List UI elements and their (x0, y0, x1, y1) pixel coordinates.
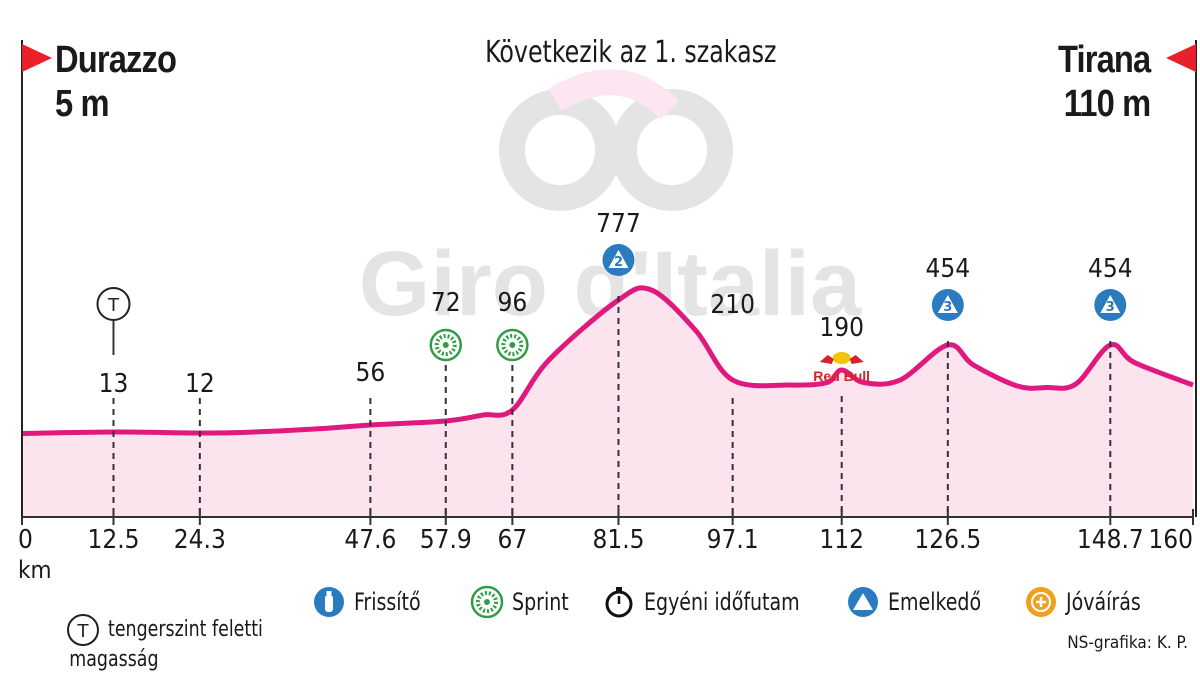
legend-label-line2: magasság (69, 647, 159, 672)
svg-text:3: 3 (1106, 300, 1115, 315)
marker-km-67: 96 (496, 288, 529, 517)
svg-text:2: 2 (614, 255, 623, 270)
legend-label-line1: tengerszint feletti (108, 617, 263, 642)
x-tick-label: 112 (819, 525, 864, 555)
x-tick-label: 12.5 (87, 525, 139, 555)
elevation-label: 454 (926, 254, 971, 284)
legend-label: Egyéni időfutam (644, 588, 800, 616)
svg-text:3: 3 (943, 300, 952, 315)
elevation-label: 454 (1088, 254, 1133, 284)
x-tick-label: 0 (18, 525, 33, 555)
x-tick-label: 24.3 (174, 525, 226, 555)
bonus-icon (1026, 587, 1056, 617)
elevation-label: 72 (431, 288, 461, 318)
altitude-t-icon: T (96, 287, 131, 321)
marker-km-112: Red Bull 190 (813, 313, 870, 517)
x-axis-unit: km (18, 556, 52, 584)
elevation-label: 190 (819, 313, 864, 343)
climb-icon (848, 587, 878, 617)
svg-text:T: T (107, 295, 120, 316)
x-tick-label: 67 (497, 525, 527, 555)
x-tick-label: 126.5 (914, 525, 981, 555)
legend-item-water: Frissítő (312, 585, 430, 619)
elevation-label: 210 (710, 290, 755, 320)
elevation-label: 13 (99, 369, 129, 399)
x-tick-label: 57.9 (420, 525, 472, 555)
stage-title: Következik az 1. szakasz (485, 35, 777, 70)
legend-label: Sprint (512, 588, 569, 616)
start-city-elevation: 5 m (55, 83, 110, 125)
x-tick-label: 160 (1148, 525, 1193, 555)
finish-city-elevation: 110 m (1063, 83, 1150, 125)
profile-line (21, 285, 1194, 436)
marker-km-57.9: 72 (429, 288, 463, 517)
marker-km-24.3: 12 (185, 369, 215, 517)
sprint-icon (470, 585, 504, 619)
start-flag (21, 40, 52, 517)
x-tick-label: 148.7 (1077, 525, 1144, 555)
elevation-label: 96 (497, 288, 527, 318)
climb-icon: 3 (931, 289, 964, 321)
legend-label: Frissítő (354, 588, 421, 616)
water-icon (314, 587, 344, 617)
climb-icon: 3 (1094, 289, 1127, 321)
legend-item-sprint: Sprint (470, 585, 576, 619)
svg-text:T: T (77, 621, 90, 642)
elevation-label: 56 (355, 358, 385, 388)
finish-city: Tirana 110 m (1057, 38, 1151, 126)
marker-km-47.6: 56 (355, 358, 385, 517)
start-city-name: Durazzo (55, 39, 177, 81)
finish-city-name: Tirana (1057, 39, 1151, 81)
redbull-icon: Red Bull (813, 352, 870, 384)
svg-text:Red Bull: Red Bull (813, 368, 870, 384)
x-tick-label: 47.6 (344, 525, 396, 555)
elevation-label: 777 (596, 209, 641, 239)
climb-icon: 2 (602, 244, 635, 276)
legend-item-climb: Emelkedő (846, 585, 994, 619)
legend-item-bonus: Jóváírás (1024, 585, 1151, 619)
legend-label: Jóváírás (1066, 588, 1141, 616)
marker-km-12.5: T 13 (96, 287, 131, 517)
elevation-label: 12 (185, 369, 215, 399)
stopwatch-icon (605, 587, 633, 618)
profile-area (22, 287, 1193, 517)
marker-km-81.5: 2 777 (596, 209, 641, 517)
legend-label: Emelkedő (888, 588, 982, 616)
marker-km-97.1: 210 (710, 290, 755, 517)
marker-km-148.7: 3 454 (1088, 254, 1133, 517)
legend-item-stopwatch: Egyéni időfutam (602, 585, 821, 619)
marker-km-126.5: 3 454 (926, 254, 971, 517)
T-icon: T (67, 614, 99, 646)
legend-label: tengerszint feletti magasság (69, 615, 263, 675)
finish-flag (1166, 40, 1197, 517)
start-city: Durazzo 5 m (55, 38, 177, 126)
sprint-icon (496, 328, 529, 362)
x-tick-label: 81.5 (592, 525, 644, 555)
graphic-credit: NS-grafika: K. P. (1067, 633, 1188, 653)
x-tick-label: 97.1 (707, 525, 759, 555)
sprint-icon (429, 328, 463, 362)
